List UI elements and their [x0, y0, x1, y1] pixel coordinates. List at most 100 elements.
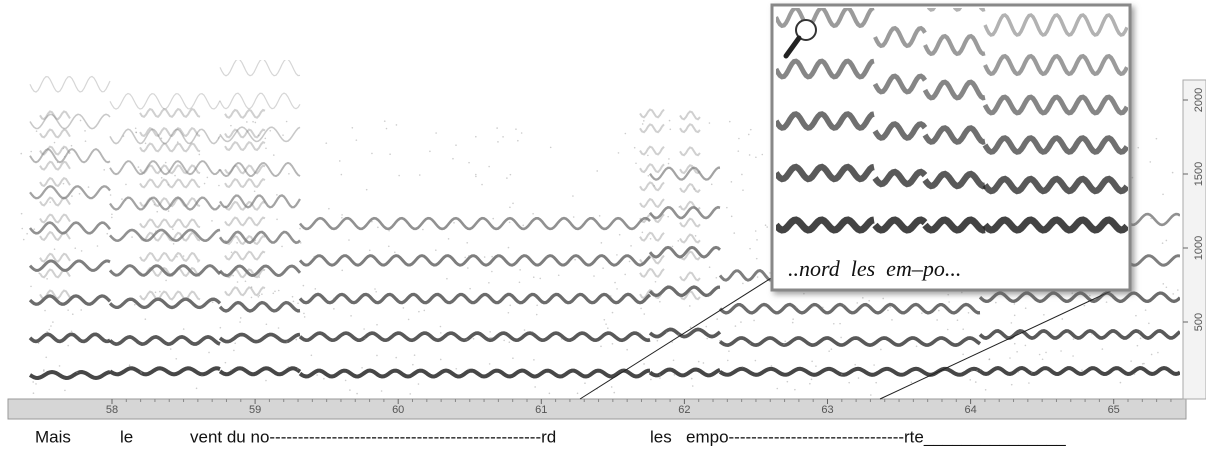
- noise-dot: [756, 239, 758, 241]
- noise-dot: [76, 371, 78, 374]
- noise-dot: [239, 317, 242, 319]
- harmonic: [872, 168, 928, 188]
- noise-dot: [314, 288, 317, 290]
- harmonic: [218, 332, 301, 344]
- noise-dot: [33, 228, 36, 230]
- noise-dot: [137, 166, 140, 168]
- noise-dot: [388, 229, 390, 232]
- noise-dot: [351, 126, 354, 129]
- noise-dot: [718, 166, 720, 168]
- harmonic: [108, 264, 222, 277]
- noise-dot: [197, 261, 199, 263]
- x-tick-label: 62: [678, 404, 690, 416]
- harmonic: [139, 266, 201, 278]
- noise-dot: [693, 188, 695, 190]
- noise-dot: [409, 393, 412, 395]
- noise-dot: [667, 162, 670, 165]
- lyric: les: [650, 427, 672, 446]
- noise-dot: [475, 175, 477, 178]
- noise-dot: [738, 137, 740, 140]
- noise-dot: [1024, 307, 1027, 310]
- harmonic: [39, 177, 71, 188]
- noise-dot: [677, 240, 680, 242]
- noise-dot: [520, 132, 523, 134]
- noise-dot: [616, 288, 618, 290]
- y-tick-label: 2000: [1193, 88, 1205, 112]
- noise-dot: [755, 257, 758, 260]
- noise-dot: [261, 293, 263, 295]
- y-tick-label: 1500: [1193, 162, 1205, 186]
- noise-dot: [672, 359, 675, 362]
- noise-dot: [786, 380, 789, 383]
- noise-dot: [361, 366, 363, 369]
- noise-dot: [252, 120, 254, 123]
- noise-dot: [862, 297, 864, 299]
- noise-dot: [20, 212, 23, 215]
- noise-dot: [423, 309, 426, 312]
- lyrics: Mais le vent du no------------------------…: [35, 427, 1066, 446]
- noise-dot: [497, 255, 500, 257]
- noise-dot: [726, 206, 728, 209]
- noise-dot: [740, 321, 742, 323]
- noise-dot: [355, 139, 358, 141]
- noise-dot: [398, 174, 400, 177]
- noise-dot: [492, 217, 495, 220]
- harmonic: [109, 92, 221, 110]
- noise-dot: [509, 304, 512, 307]
- noise-dot: [481, 183, 483, 186]
- noise-dot: [869, 394, 872, 396]
- noise-dot: [689, 326, 692, 329]
- noise-dot: [875, 381, 877, 384]
- harmonic: [109, 160, 221, 176]
- noise-dot: [1165, 239, 1168, 242]
- noise-dot: [285, 120, 288, 123]
- noise-dot: [984, 388, 987, 391]
- noise-dot: [349, 389, 351, 391]
- noise-dot: [628, 260, 631, 263]
- noise-dot: [383, 120, 386, 122]
- harmonic: [982, 216, 1128, 234]
- harmonic: [639, 108, 665, 119]
- noise-dot: [323, 377, 325, 380]
- harmonic: [298, 254, 652, 267]
- noise-dot: [418, 310, 420, 313]
- noise-dot: [572, 195, 574, 197]
- harmonic: [139, 290, 201, 301]
- noise-dot: [560, 338, 563, 340]
- noise-dot: [439, 325, 442, 328]
- noise-dot: [624, 273, 626, 276]
- noise-dot: [407, 318, 410, 321]
- noise-dot: [1162, 193, 1164, 196]
- noise-dot: [328, 207, 330, 210]
- noise-dot: [842, 304, 845, 306]
- noise-dot: [1010, 383, 1013, 386]
- noise-dot: [20, 152, 23, 155]
- harmonic: [982, 175, 1128, 195]
- noise-dot: [134, 303, 136, 306]
- noise-dot: [313, 255, 316, 258]
- noise-dot: [671, 245, 674, 248]
- noise-dot: [1143, 362, 1145, 365]
- noise-dot: [656, 339, 659, 342]
- noise-dot: [44, 309, 46, 312]
- noise-dot: [1091, 333, 1093, 335]
- noise-dot: [658, 374, 661, 376]
- harmonic: [224, 235, 266, 246]
- noise-dot: [467, 368, 470, 371]
- harmonic: [922, 79, 986, 101]
- noise-dot: [154, 230, 157, 232]
- harmonic: [39, 196, 71, 207]
- noise-dot: [534, 386, 536, 388]
- harmonic: [108, 297, 222, 310]
- noise-dot: [938, 309, 940, 312]
- noise-dot: [730, 181, 733, 183]
- noise-dot: [497, 141, 499, 143]
- noise-dot: [649, 237, 652, 240]
- noise-dot: [613, 391, 616, 394]
- noise-dot: [106, 232, 109, 235]
- noise-dot: [593, 275, 595, 277]
- noise-dot: [483, 256, 486, 258]
- noise-dot: [269, 129, 272, 132]
- noise-dot: [522, 227, 525, 230]
- harmonic: [648, 245, 721, 259]
